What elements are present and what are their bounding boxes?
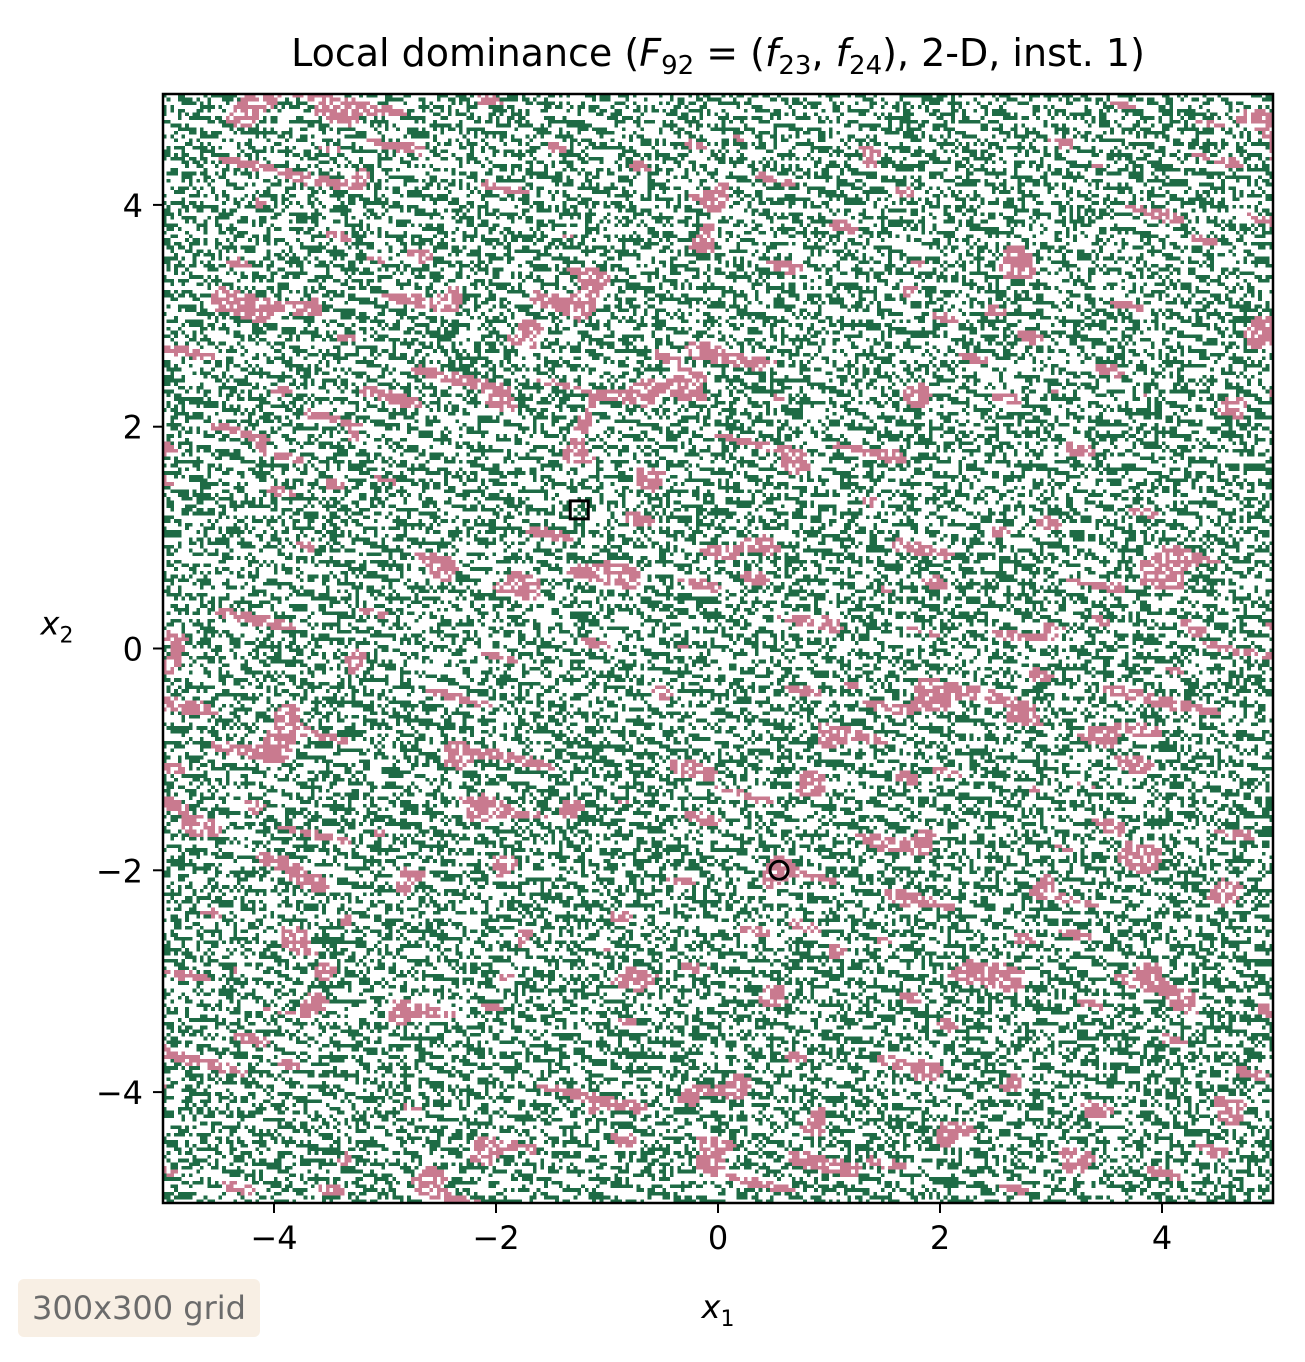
grid-size-badge: 300x300 grid	[18, 1279, 260, 1337]
x-tick-label: 4	[1152, 1219, 1172, 1257]
x-tick-label: 0	[708, 1219, 728, 1257]
y-tick-label: 4	[123, 187, 143, 225]
y-tick-label: 2	[123, 409, 143, 447]
x-tick-label: 2	[930, 1219, 950, 1257]
marker-square	[568, 499, 590, 521]
y-axis-label: x2	[40, 605, 74, 649]
y-tick-label: −4	[96, 1074, 143, 1112]
chart-title: Local dominance (F92 = (f23, f24), 2-D, …	[291, 31, 1145, 81]
plot-area: −4 −2 0 2 4 −4 −2 0 2 4	[96, 92, 1275, 1257]
heatmap-raster	[163, 94, 1273, 1203]
y-tick-label: −2	[96, 852, 143, 890]
x-tick-label: −2	[472, 1219, 519, 1257]
x-tick-label: −4	[250, 1219, 297, 1257]
marker-circle	[768, 859, 790, 881]
x-axis-label: x1	[701, 1288, 735, 1332]
y-tick-label: 0	[123, 631, 143, 669]
